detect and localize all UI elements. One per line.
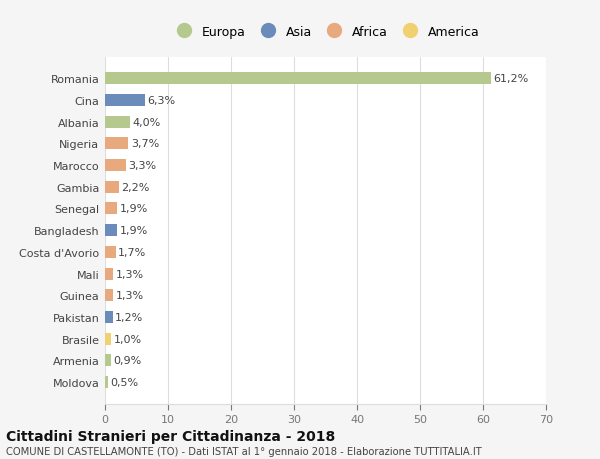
Bar (105, 73, 491, 85)
Bar (105, 117, 130, 129)
Bar (105, 181, 119, 193)
Bar (105, 268, 113, 280)
Bar (105, 203, 117, 215)
Bar (105, 290, 113, 302)
Text: 0,5%: 0,5% (110, 377, 139, 387)
Text: 3,3%: 3,3% (128, 161, 157, 171)
Bar (105, 311, 113, 323)
Bar (105, 138, 128, 150)
Bar (105, 246, 116, 258)
Text: 1,3%: 1,3% (116, 269, 144, 279)
Text: 1,9%: 1,9% (119, 204, 148, 214)
Bar (105, 160, 126, 172)
Bar (105, 355, 110, 367)
Legend: Europa, Asia, Africa, America: Europa, Asia, Africa, America (168, 22, 483, 43)
Text: 1,2%: 1,2% (115, 312, 143, 322)
Bar (105, 333, 112, 345)
Text: COMUNE DI CASTELLAMONTE (TO) - Dati ISTAT al 1° gennaio 2018 - Elaborazione TUTT: COMUNE DI CASTELLAMONTE (TO) - Dati ISTA… (6, 446, 482, 456)
Text: 3,7%: 3,7% (131, 139, 159, 149)
Bar (105, 225, 117, 236)
Text: 4,0%: 4,0% (133, 118, 161, 128)
Bar (105, 95, 145, 106)
Bar (105, 376, 108, 388)
Text: 6,3%: 6,3% (147, 96, 175, 106)
Text: 2,2%: 2,2% (121, 182, 150, 192)
Text: 0,9%: 0,9% (113, 356, 142, 365)
Text: 1,0%: 1,0% (114, 334, 142, 344)
Text: Cittadini Stranieri per Cittadinanza - 2018: Cittadini Stranieri per Cittadinanza - 2… (6, 429, 335, 443)
Text: 1,7%: 1,7% (118, 247, 146, 257)
Text: 1,3%: 1,3% (116, 291, 144, 301)
Text: 1,9%: 1,9% (119, 226, 148, 235)
Text: 61,2%: 61,2% (493, 74, 529, 84)
